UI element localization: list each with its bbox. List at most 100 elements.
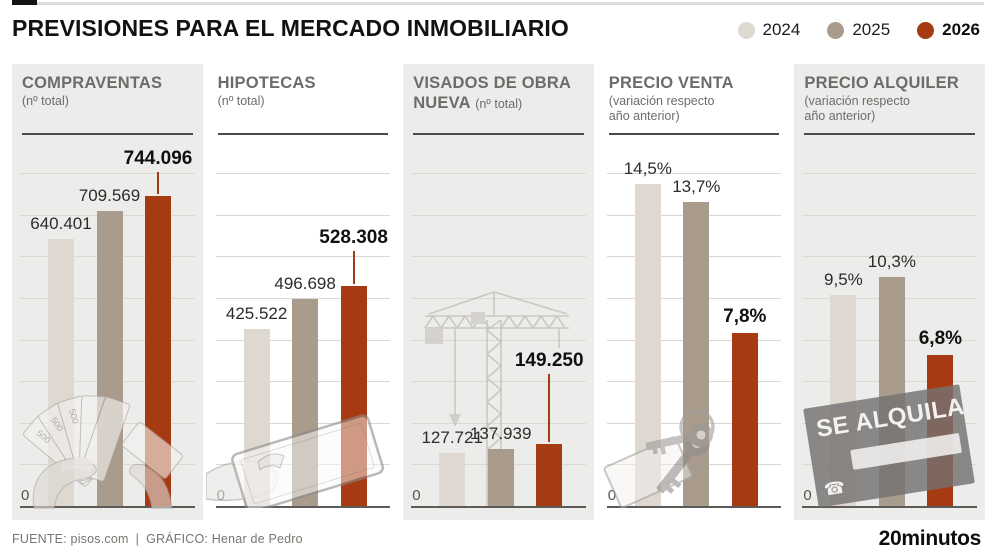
header-rule-accent bbox=[12, 0, 37, 5]
gridline bbox=[802, 256, 977, 258]
credits-separator: | bbox=[135, 532, 140, 546]
legend-item-2024: 2024 bbox=[737, 20, 801, 40]
bar-2024 bbox=[48, 239, 74, 506]
legend: 2024 2025 2026 bbox=[737, 20, 980, 40]
legend-item-2026: 2026 bbox=[917, 20, 980, 40]
bar-chart: 0 500 500 500 640.401 709.569 744.096 bbox=[20, 148, 195, 509]
gridline bbox=[606, 173, 782, 174]
bar-2026 bbox=[145, 196, 171, 506]
panel-header: VISADOS DE OBRA NUEVA (nº total) bbox=[413, 74, 588, 114]
panel-subtitle: (nº total) bbox=[217, 93, 265, 108]
gridline bbox=[411, 381, 586, 383]
gridline bbox=[411, 256, 586, 258]
value-label-2025: 10,3% bbox=[867, 252, 916, 272]
value-pointer-line bbox=[352, 251, 355, 285]
value-label-2024: 14,5% bbox=[623, 159, 672, 179]
value-pointer-line bbox=[157, 172, 159, 195]
bar-chart: 0 127.721 137.939 149.250 bbox=[411, 173, 586, 508]
panel-visados-de-obra-nueva: VISADOS DE OBRA NUEVA (nº total) 0 127.72… bbox=[403, 64, 594, 520]
bar-2025 bbox=[292, 299, 319, 506]
axis-zero-label: 0 bbox=[21, 487, 30, 504]
gridline bbox=[411, 339, 586, 341]
legend-swatch-2024-icon bbox=[737, 21, 755, 39]
value-label-2024: 127.721 bbox=[421, 427, 483, 447]
bar-2025 bbox=[878, 277, 905, 506]
bar-2026 bbox=[927, 355, 954, 506]
panel-divider bbox=[804, 133, 975, 135]
legend-item-2025: 2025 bbox=[827, 20, 890, 40]
bar-2025 bbox=[487, 448, 514, 506]
panel-divider bbox=[608, 133, 780, 135]
value-label-2024: 425.522 bbox=[225, 303, 288, 323]
panel-precio-alquiler: PRECIO ALQUILER (variación respecto año … bbox=[794, 64, 985, 520]
legend-swatch-2026-icon bbox=[917, 21, 935, 39]
axis-zero-label: 0 bbox=[216, 487, 225, 504]
gridline bbox=[411, 214, 586, 216]
panel-divider bbox=[413, 133, 584, 135]
panel-header: HIPOTECAS (nº total) bbox=[218, 74, 393, 109]
value-label-2025: 496.698 bbox=[274, 274, 336, 294]
gridline bbox=[215, 256, 391, 258]
bar-2026 bbox=[731, 332, 758, 506]
bar-2024 bbox=[634, 184, 661, 506]
bar-2024 bbox=[439, 452, 466, 506]
gridline bbox=[802, 214, 977, 216]
panel-subtitle: (variación respecto año anterior) bbox=[804, 93, 910, 123]
axis-zero-label: 0 bbox=[412, 487, 421, 504]
panel-title: VISADOS DE OBRA NUEVA bbox=[413, 74, 571, 112]
gridline bbox=[411, 297, 586, 299]
gridline bbox=[411, 173, 586, 174]
axis-zero-label: 0 bbox=[607, 487, 617, 504]
panel-subtitle: (variación respecto año anterior) bbox=[608, 93, 715, 123]
graphic-credit-text: GRÁFICO: Henar de Pedro bbox=[146, 532, 303, 546]
value-label-2026: 7,8% bbox=[723, 305, 767, 327]
gridline bbox=[215, 173, 391, 174]
header-rule bbox=[12, 2, 984, 5]
infographic-title: PREVISIONES PARA EL MERCADO INMOBILIARIO bbox=[12, 15, 569, 41]
value-label-2026: 6,8% bbox=[918, 328, 963, 350]
brand-logo: 20minutos bbox=[878, 527, 982, 550]
panel-subtitle: (nº total) bbox=[22, 93, 69, 108]
bar-2024 bbox=[243, 328, 270, 506]
gridline bbox=[215, 214, 391, 216]
axis-zero-label: 0 bbox=[803, 487, 812, 504]
value-label-2026: 744.096 bbox=[123, 148, 193, 170]
panel-header: COMPRAVENTAS (nº total) bbox=[22, 74, 197, 109]
panel-compraventas: COMPRAVENTAS (nº total) 0 500 500 500 640… bbox=[12, 64, 203, 520]
panel-divider bbox=[22, 133, 193, 135]
credits: FUENTE: pisos.com | GRÁFICO: Henar de Pedr… bbox=[12, 532, 303, 546]
value-label-2026: 149.250 bbox=[514, 349, 584, 371]
bar-2025 bbox=[96, 210, 123, 506]
value-label-2024: 640.401 bbox=[30, 214, 92, 234]
panel-title: PRECIO ALQUILER bbox=[804, 74, 959, 92]
panel-title: PRECIO VENTA bbox=[608, 74, 734, 92]
bar-2026 bbox=[536, 443, 563, 506]
value-label-2026: 528.308 bbox=[319, 227, 388, 249]
bar-2026 bbox=[340, 286, 367, 506]
gridline bbox=[802, 173, 977, 174]
gridline bbox=[20, 173, 195, 174]
panel-title: HIPOTECAS bbox=[217, 74, 316, 92]
panel-precio-venta: PRECIO VENTA (variación respecto año ant… bbox=[598, 64, 790, 520]
panel-subtitle: (nº total) bbox=[475, 96, 523, 111]
gridline bbox=[215, 297, 391, 299]
bar-2025 bbox=[683, 201, 710, 506]
legend-label-2024: 2024 bbox=[762, 20, 801, 39]
bar-chart: 0 SE ALQUILA ☎ 9,5% 10,3% 6,8% bbox=[802, 173, 977, 508]
value-label-2025: 137.939 bbox=[469, 423, 532, 443]
legend-swatch-2025-icon bbox=[827, 21, 845, 39]
bar-2024 bbox=[830, 295, 857, 506]
legend-label-2026: 2026 bbox=[942, 20, 980, 39]
panel-header: PRECIO VENTA (variación respecto año ant… bbox=[609, 74, 784, 124]
panel-divider bbox=[217, 133, 389, 135]
panel-header: PRECIO ALQUILER (variación respecto año … bbox=[804, 74, 979, 124]
footer: FUENTE: pisos.com | GRÁFICO: Henar de Pedr… bbox=[12, 524, 981, 554]
value-pointer-line bbox=[548, 373, 551, 442]
value-label-2025: 13,7% bbox=[672, 176, 721, 196]
legend-label-2025: 2025 bbox=[852, 20, 891, 39]
bar-chart: 0 14,5% 13,7% 7,8% bbox=[603, 159, 782, 508]
panel-hipotecas: HIPOTECAS (nº total) 0 425.522 496.698 528.… bbox=[205, 64, 399, 520]
charts-row: COMPRAVENTAS (nº total) 0 500 500 500 640… bbox=[12, 64, 985, 520]
source-text: FUENTE: pisos.com bbox=[12, 532, 129, 546]
value-label-2025: 709.569 bbox=[78, 185, 141, 205]
